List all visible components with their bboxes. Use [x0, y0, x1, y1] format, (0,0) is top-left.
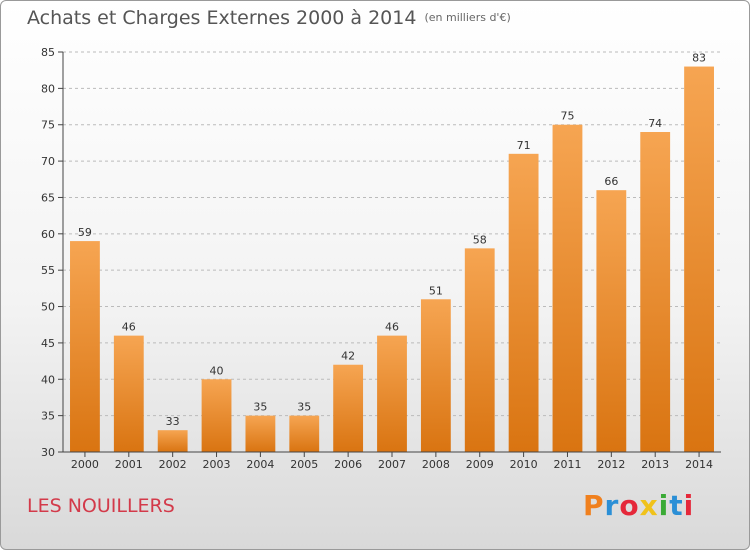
bar-2014 — [684, 66, 714, 452]
x-tick-label: 2010 — [510, 458, 538, 471]
bar-2007 — [377, 335, 407, 452]
bar-2006 — [333, 364, 364, 452]
logo-letter: i — [683, 489, 695, 522]
bar-2002 — [157, 430, 188, 452]
proxiti-logo[interactable]: Proxiti — [583, 489, 694, 522]
logo-letter: i — [658, 489, 670, 522]
x-tick-label: 2007 — [378, 458, 406, 471]
data-label: 35 — [253, 401, 267, 414]
y-tick-label: 85 — [41, 46, 55, 59]
x-tick-label: 2013 — [641, 458, 669, 471]
chart-title-text: Achats et Charges Externes 2000 à 2014 — [27, 7, 417, 29]
bar-2013 — [640, 132, 671, 452]
x-tick-label: 2002 — [159, 458, 187, 471]
bar-2001 — [113, 335, 144, 452]
bar-2009 — [464, 248, 495, 452]
bar-2010 — [508, 153, 539, 452]
x-tick-label: 2012 — [597, 458, 625, 471]
data-label: 35 — [297, 401, 311, 414]
y-tick-label: 70 — [41, 155, 55, 168]
labels: 30 35 40 45 50 55 60 65 70 75 80 85 2000 59 2001 46 2002… — [41, 46, 713, 471]
y-tick-label: 60 — [41, 228, 55, 241]
x-tick-label: 2008 — [422, 458, 450, 471]
y-tick-label: 50 — [41, 301, 55, 314]
data-label: 46 — [122, 321, 136, 334]
bar-2011 — [552, 124, 583, 453]
data-label: 58 — [473, 233, 487, 246]
data-label: 71 — [517, 139, 531, 152]
data-label: 74 — [648, 117, 662, 130]
chart-title: Achats et Charges Externes 2000 à 2014 (e… — [27, 7, 511, 29]
x-tick-label: 2003 — [203, 458, 231, 471]
y-tick-label: 65 — [41, 191, 55, 204]
bar-2008 — [420, 299, 451, 452]
data-label: 75 — [560, 110, 574, 123]
data-label: 66 — [604, 175, 618, 188]
data-label: 40 — [210, 364, 224, 377]
chart-unit: (en milliers d'€) — [424, 11, 511, 24]
y-tick-label: 45 — [41, 337, 55, 350]
logo-letter: o — [619, 489, 640, 522]
y-tick-label: 75 — [41, 119, 55, 132]
x-tick-label: 2004 — [246, 458, 274, 471]
x-tick-label: 2014 — [685, 458, 713, 471]
x-tick-label: 2005 — [290, 458, 318, 471]
y-tick-label: 30 — [41, 446, 55, 459]
bar-2004 — [245, 415, 276, 452]
logo-letter: x — [639, 489, 659, 522]
axes — [58, 51, 721, 457]
logo-letter: r — [604, 489, 620, 522]
y-tick-label: 35 — [41, 410, 55, 423]
bar-2000 — [70, 241, 100, 452]
data-label: 51 — [429, 284, 443, 297]
y-tick-label: 55 — [41, 264, 55, 277]
x-tick-label: 2006 — [334, 458, 362, 471]
data-label: 42 — [341, 350, 355, 363]
logo-letter: t — [669, 489, 684, 522]
data-label: 46 — [385, 321, 399, 334]
data-label: 33 — [166, 415, 180, 428]
x-tick-label: 2000 — [71, 458, 99, 471]
x-tick-label: 2011 — [553, 458, 581, 471]
bar-2003 — [201, 379, 232, 452]
bar-2005 — [289, 415, 320, 452]
x-tick-label: 2001 — [115, 458, 143, 471]
logo-letter: P — [583, 489, 605, 522]
bar-2012 — [596, 190, 627, 452]
x-tick-label: 2009 — [466, 458, 494, 471]
bars — [70, 66, 714, 453]
y-tick-label: 80 — [41, 82, 55, 95]
y-tick-label: 40 — [41, 373, 55, 386]
commune-name: LES NOUILLERS — [27, 495, 175, 517]
data-label: 83 — [692, 52, 706, 65]
data-label: 59 — [78, 226, 92, 239]
